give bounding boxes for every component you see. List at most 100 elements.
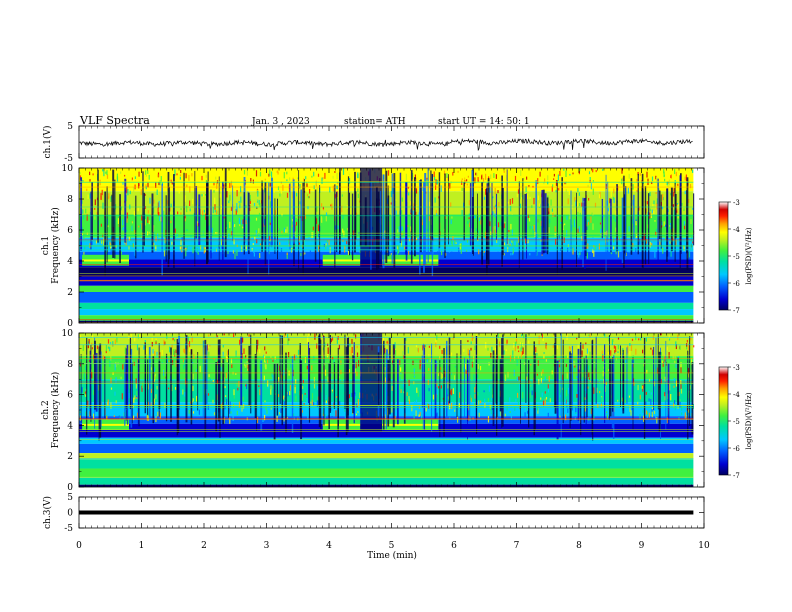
x-tick-label: 9: [639, 541, 645, 551]
psd-speckle: [292, 246, 294, 249]
psd-speckle: [515, 338, 518, 344]
y-axis-label: ch.3(V): [42, 496, 53, 529]
psd-speckle: [675, 341, 677, 347]
psd-speckle: [639, 413, 641, 420]
sferic-streak: [424, 173, 427, 265]
psd-speckle: [529, 196, 531, 199]
psd-speckle: [272, 179, 274, 186]
psd-speckle: [615, 250, 617, 255]
psd-speckle: [673, 402, 675, 407]
psd-speckle: [528, 340, 530, 344]
psd-speckle: [225, 355, 227, 360]
psd-speckle: [487, 398, 489, 403]
psd-speckle: [498, 202, 500, 207]
sferic-streak: [525, 334, 527, 403]
psd-speckle: [161, 334, 163, 341]
psd-speckle: [109, 241, 111, 246]
psd-speckle: [450, 390, 452, 395]
psd-speckle: [209, 378, 211, 384]
sferic-streak: [560, 333, 562, 438]
psd-speckle: [283, 401, 285, 407]
psd-speckle: [405, 173, 407, 181]
sferic-streak: [151, 193, 154, 253]
psd-speckle: [316, 206, 318, 212]
psd-speckle: [551, 370, 553, 375]
psd-speckle: [536, 373, 538, 376]
frequency-band: [79, 437, 694, 444]
psd-speckle: [592, 223, 594, 230]
psd-speckle: [517, 345, 519, 349]
psd-speckle: [299, 201, 301, 205]
psd-speckle: [505, 349, 507, 352]
psd-speckle: [588, 342, 590, 347]
psd-speckle: [135, 406, 138, 408]
psd-speckle: [88, 339, 90, 344]
psd-speckle: [152, 226, 155, 232]
psd-speckle: [613, 197, 615, 203]
psd-speckle: [494, 213, 496, 218]
psd-speckle: [281, 172, 283, 178]
psd-speckle: [154, 412, 156, 420]
psd-speckle: [482, 178, 485, 184]
sferic-streak: [466, 360, 469, 422]
psd-speckle: [107, 346, 109, 349]
psd-speckle: [203, 194, 205, 197]
psd-speckle: [86, 232, 88, 236]
sferic-streak: [95, 353, 98, 412]
psd-speckle: [321, 177, 323, 184]
sferic-streak: [376, 198, 378, 242]
psd-speckle: [91, 347, 93, 350]
psd-speckle: [419, 411, 421, 417]
psd-speckle: [172, 359, 174, 366]
sferic-streak: [393, 173, 396, 270]
psd-speckle: [210, 176, 212, 182]
psd-speckle: [592, 210, 594, 216]
psd-speckle: [529, 226, 531, 230]
psd-speckle: [467, 340, 469, 343]
psd-speckle: [84, 365, 87, 371]
psd-speckle: [386, 341, 388, 344]
psd-speckle: [464, 177, 466, 181]
psd-speckle: [475, 172, 477, 176]
psd-speckle: [540, 378, 542, 383]
psd-speckle: [292, 219, 294, 222]
psd-speckle: [492, 184, 494, 189]
sferic-streak: [410, 170, 413, 264]
psd-speckle: [296, 192, 298, 197]
colorbar-tick-label: -6: [733, 280, 740, 288]
psd-speckle: [613, 345, 615, 349]
psd-speckle: [263, 234, 265, 238]
sferic-streak: [487, 178, 490, 266]
psd-speckle: [439, 345, 441, 349]
psd-speckle: [593, 415, 595, 421]
psd-speckle: [407, 225, 409, 227]
psd-speckle: [512, 252, 514, 256]
psd-speckle: [319, 242, 321, 247]
ch3-waveform-panel: 50-5ch.3(V): [42, 493, 705, 534]
psd-speckle: [187, 336, 189, 342]
psd-speckle: [255, 178, 257, 182]
psd-speckle: [646, 369, 648, 374]
psd-speckle: [110, 235, 112, 241]
psd-speckle: [133, 397, 135, 403]
psd-speckle: [586, 245, 588, 249]
psd-speckle: [670, 217, 672, 220]
psd-speckle: [128, 335, 130, 339]
psd-speckle: [289, 391, 291, 396]
tone-4khz-core: [322, 259, 361, 262]
psd-speckle: [192, 347, 194, 354]
psd-speckle: [225, 395, 227, 397]
psd-speckle: [304, 252, 306, 255]
psd-speckle: [578, 226, 580, 232]
psd-speckle: [690, 219, 692, 225]
psd-speckle: [664, 392, 666, 397]
psd-speckle: [490, 174, 492, 180]
psd-speckle: [643, 196, 645, 199]
psd-speckle: [642, 385, 644, 392]
psd-speckle: [182, 359, 185, 363]
psd-speckle: [259, 202, 261, 207]
psd-speckle: [158, 182, 160, 186]
psd-speckle: [679, 345, 681, 350]
psd-speckle: [280, 248, 283, 254]
